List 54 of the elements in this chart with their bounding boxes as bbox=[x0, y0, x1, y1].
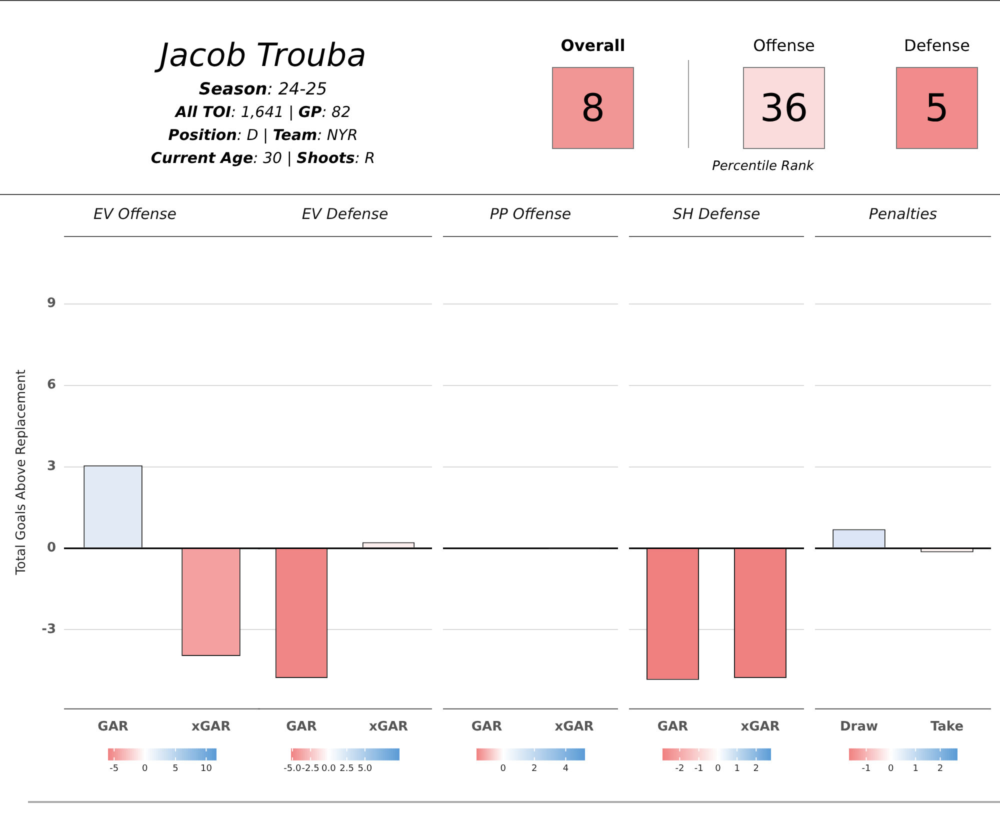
x-tick-label: xGAR bbox=[554, 720, 594, 735]
color-bar-label: -5.0 bbox=[284, 764, 302, 774]
color-bar-label: 4 bbox=[562, 764, 569, 774]
color-bar-label: 0 bbox=[715, 764, 722, 774]
color-bar-label: -2 bbox=[675, 764, 684, 774]
text: All TOI: 1,641 | GP: 82 bbox=[175, 103, 351, 121]
x-tick-label: xGAR bbox=[740, 720, 780, 735]
text: Jacob Trouba bbox=[154, 35, 368, 76]
x-tick-label: Take bbox=[930, 720, 964, 735]
x-tick-label: GAR bbox=[98, 720, 128, 735]
y-tick-label: 6 bbox=[46, 378, 56, 393]
color-bar-label: -1 bbox=[862, 764, 871, 774]
chart-title: EV Defense bbox=[302, 204, 388, 223]
text: Season: 24-25 bbox=[198, 78, 328, 100]
color-bar-label: 2.5 bbox=[340, 764, 354, 774]
y-tick-label: 9 bbox=[46, 296, 56, 312]
chart-title: PP Offense bbox=[490, 204, 572, 223]
chart-title: EV Offense bbox=[94, 204, 176, 223]
color-bar-label: 0 bbox=[142, 764, 148, 774]
text: Position: D | Team: NYR bbox=[168, 126, 358, 144]
data-label: 8 bbox=[552, 67, 634, 149]
y-tick-label: 3 bbox=[46, 459, 56, 474]
text: Percentile Rank bbox=[711, 159, 815, 174]
y-tick-label: -3 bbox=[42, 622, 56, 638]
x-tick-label: xGAR bbox=[368, 720, 408, 735]
color-bar-label: 10 bbox=[200, 764, 212, 774]
x-tick-label: GAR bbox=[286, 720, 317, 735]
color-bar-label: 2 bbox=[937, 764, 944, 774]
color-bar-label: 2 bbox=[753, 764, 760, 774]
color-bar-label: -5 bbox=[110, 764, 119, 774]
category-label: Offense bbox=[752, 36, 816, 55]
category-label: Overall bbox=[560, 36, 626, 55]
color-bar-label: -1 bbox=[694, 764, 704, 774]
x-tick-label: GAR bbox=[471, 720, 502, 735]
color-bar-label: 1 bbox=[734, 764, 740, 774]
text: Current Age: 30 | Shoots: R bbox=[150, 149, 376, 167]
x-tick-label: xGAR bbox=[191, 720, 231, 735]
chart-title: SH Defense bbox=[672, 204, 760, 223]
color-bar-label: 0 bbox=[500, 764, 506, 774]
color-bar-label: 0 bbox=[888, 764, 894, 774]
x-tick-label: Draw bbox=[840, 720, 878, 735]
color-bar-label: 5 bbox=[172, 764, 178, 774]
chart-title: Penalties bbox=[868, 204, 938, 223]
y-tick-label: 0 bbox=[46, 540, 56, 556]
x-tick-label: GAR bbox=[657, 720, 688, 735]
color-bar-label: 0.0 bbox=[322, 764, 336, 774]
data-label: 5 bbox=[896, 67, 978, 149]
data-label: 36 bbox=[743, 67, 825, 149]
color-bar-label: 2 bbox=[532, 764, 538, 774]
category-label: Defense bbox=[903, 36, 971, 55]
color-bar-label: 5.0 bbox=[358, 764, 372, 774]
y-axis-title: Total Goals Above Replacement bbox=[14, 370, 30, 576]
color-bar-label: -2.5 bbox=[302, 764, 320, 774]
color-bar-label: 1 bbox=[912, 764, 918, 774]
